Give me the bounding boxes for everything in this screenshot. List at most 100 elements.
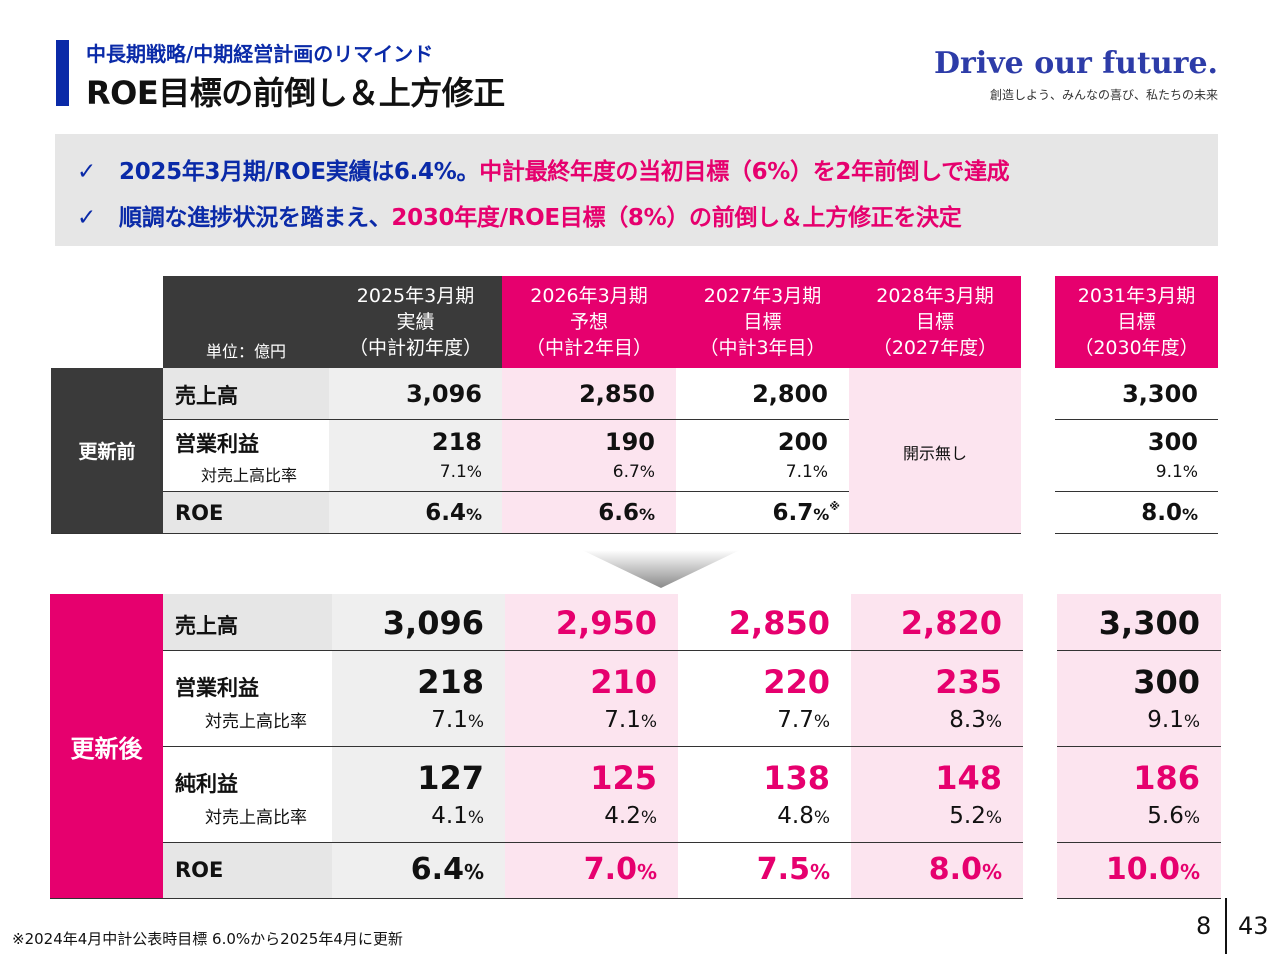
before-roe-fy2025: 6.4% <box>425 500 482 526</box>
after-sales-fy2031: 3,300 <box>1098 604 1200 642</box>
divider <box>1055 533 1218 534</box>
after-net-fy2025: 127 <box>417 759 484 797</box>
summary-line-2: ✓ 順調な進捗状況を踏まえ、2030年度/ROE目標（8%）の前倒し＆上方修正を決… <box>77 205 962 231</box>
down-arrow-icon <box>582 550 740 588</box>
after-net-fy2028: 148 <box>935 759 1002 797</box>
after-roe-fy2026: 7.0% <box>583 852 657 887</box>
before-op-fy2027: 200 <box>777 428 828 456</box>
not-disclosed-text: 開示無し <box>902 444 967 463</box>
title-accent-bar <box>56 40 69 106</box>
after-sales-label: 売上高 <box>175 614 238 638</box>
after-net-ratio-fy2025: 4.1% <box>431 803 484 829</box>
after-roe-fy2025: 6.4% <box>410 852 484 887</box>
after-op-ratio-fy2028: 8.3% <box>949 707 1002 733</box>
divider <box>163 419 849 420</box>
divider <box>1057 746 1221 747</box>
column-header-fy2026: 2026年3月期 予想 （中計2年目） <box>502 276 676 368</box>
before-op-label: 営業利益 <box>175 432 259 456</box>
before-fy2031-column <box>1055 368 1218 533</box>
after-roe-fy2031: 10.0% <box>1105 852 1200 887</box>
after-op-ratio-fy2031: 9.1% <box>1147 707 1200 733</box>
column-header-fy2027: 2027年3月期 目標 （中計3年目） <box>676 276 849 368</box>
after-net-ratio-fy2026: 4.2% <box>604 803 657 829</box>
before-fy2025-column <box>329 368 502 533</box>
after-net-ratio-fy2027: 4.8% <box>777 803 830 829</box>
after-op-ratio-fy2027: 7.7% <box>777 707 830 733</box>
after-op-fy2028: 235 <box>935 663 1002 701</box>
before-sales-label: 売上高 <box>175 384 238 408</box>
divider <box>1055 419 1218 420</box>
after-roe-label-cell <box>163 842 332 898</box>
after-roe-fy2027: 7.5% <box>756 852 830 887</box>
divider <box>1057 650 1221 651</box>
after-roe-label: ROE <box>175 858 224 882</box>
before-sales-fy2026: 2,850 <box>579 380 655 408</box>
column-header-fy2031: 2031年3月期 目標 （2030年度） <box>1055 276 1218 368</box>
divider <box>163 650 1023 651</box>
before-ratio-fy2025: 7.1% <box>439 462 482 482</box>
before-roe-fy2027: 6.7%※ <box>772 500 840 526</box>
after-section-label: 更新後 <box>50 594 163 898</box>
before-ratio-label: 対売上高比率 <box>201 466 298 485</box>
after-sales-label-cell <box>163 594 332 650</box>
before-fy2028-column <box>849 368 1021 533</box>
column-header-fy2028: 2028年3月期 目標 （2027年度） <box>849 276 1021 368</box>
check-icon: ✓ <box>77 159 96 185</box>
after-net-ratio-fy2031: 5.6% <box>1147 803 1200 829</box>
divider <box>1057 842 1221 843</box>
after-net-ratio-label: 対売上高比率 <box>205 808 307 828</box>
divider <box>50 898 1023 899</box>
page-title: ROE目標の前倒し＆上方修正 <box>86 74 505 112</box>
before-sales-fy2027: 2,800 <box>752 380 828 408</box>
before-op-fy2025: 218 <box>431 428 482 456</box>
check-icon: ✓ <box>77 205 96 231</box>
summary-box: ✓ 2025年3月期/ROE実績は6.4%。中計最終年度の当初目標（6%）を2年前… <box>55 134 1218 246</box>
after-op-ratio-fy2025: 7.1% <box>431 707 484 733</box>
page-number: 8 <box>1196 912 1212 940</box>
divider <box>163 746 1023 747</box>
after-op-fy2031: 300 <box>1133 663 1200 701</box>
before-sales-fy2031: 3,300 <box>1122 380 1198 408</box>
before-roe-label: ROE <box>175 501 224 525</box>
summary-line-1: ✓ 2025年3月期/ROE実績は6.4%。中計最終年度の当初目標（6%）を2年前… <box>77 159 1010 185</box>
after-net-fy2027: 138 <box>763 759 830 797</box>
after-sales-fy2025: 3,096 <box>382 604 484 642</box>
before-roe-fy2026: 6.6% <box>598 500 655 526</box>
divider <box>51 533 1021 534</box>
before-fy2027-column <box>676 368 849 533</box>
divider <box>163 491 849 492</box>
after-net-fy2026: 125 <box>590 759 657 797</box>
after-op-ratio-fy2026: 7.1% <box>604 707 657 733</box>
after-net-ratio-fy2028: 5.2% <box>949 803 1002 829</box>
after-roe-fy2028: 8.0% <box>928 852 1002 887</box>
unit-label: 単位：億円 <box>163 276 329 368</box>
before-op-fy2031: 300 <box>1147 428 1198 456</box>
after-sales-fy2028: 2,820 <box>900 604 1002 642</box>
before-roe-label-cell <box>163 492 329 533</box>
footnote: ※2024年4月中計公表時目標 6.0%から2025年4月に更新 <box>12 930 403 948</box>
before-ratio-fy2031: 9.1% <box>1155 462 1198 482</box>
before-sales-label-cell <box>163 368 329 419</box>
page-divider <box>1225 898 1227 954</box>
after-op-ratio-label: 対売上高比率 <box>205 712 307 732</box>
after-op-label: 営業利益 <box>175 676 259 700</box>
before-op-fy2026: 190 <box>604 428 655 456</box>
after-sales-fy2026: 2,950 <box>555 604 657 642</box>
after-net-fy2031: 186 <box>1133 759 1200 797</box>
before-section-label: 更新前 <box>51 368 163 533</box>
brand-tagline: 創造しよう、みんなの喜び、私たちの未来 <box>989 88 1218 102</box>
after-op-fy2027: 220 <box>763 663 830 701</box>
footnote-mark: ※ <box>829 500 840 513</box>
column-header-fy2025: 2025年3月期 実績 （中計初年度） <box>329 276 502 368</box>
after-net-label: 純利益 <box>175 772 238 796</box>
divider <box>1055 491 1218 492</box>
before-sales-fy2025: 3,096 <box>406 380 482 408</box>
before-ratio-fy2026: 6.7% <box>612 462 655 482</box>
after-op-fy2025: 218 <box>417 663 484 701</box>
page-total: 43 <box>1238 912 1269 940</box>
after-op-fy2026: 210 <box>590 663 657 701</box>
before-roe-fy2031: 8.0% <box>1141 500 1198 526</box>
divider <box>163 842 1023 843</box>
before-fy2026-column <box>502 368 676 533</box>
after-sales-fy2027: 2,850 <box>728 604 830 642</box>
